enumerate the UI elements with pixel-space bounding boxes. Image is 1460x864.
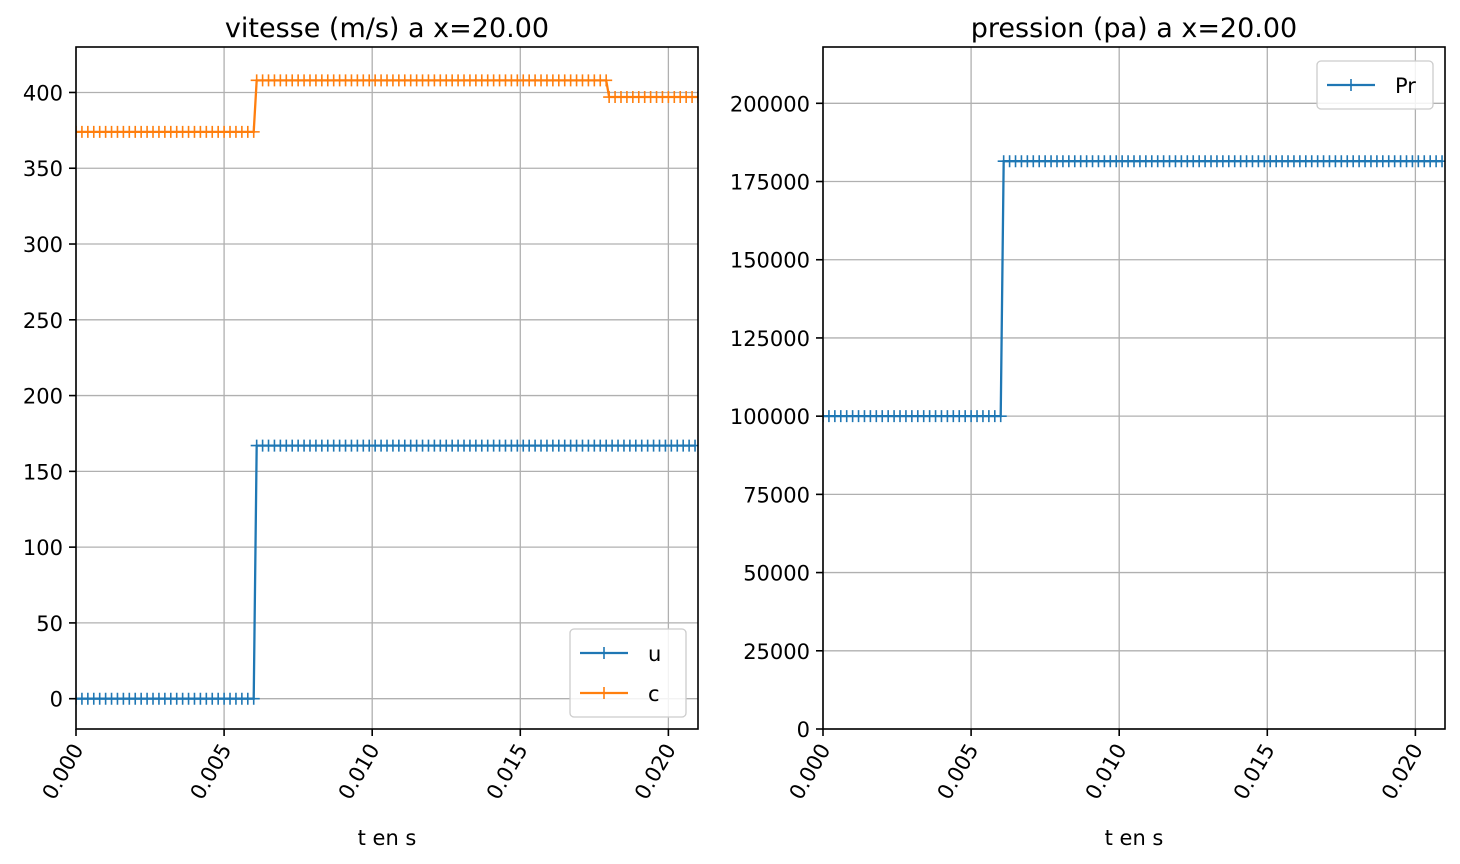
legend-label-u: u (648, 642, 661, 666)
pressure-ticks: 0.000 0.005 0.010 0.015 0.020 0 25000 50000 7500… (730, 92, 1428, 803)
pressure-xtick-label: 0.005 (933, 740, 984, 804)
pressure-axes-frame (822, 46, 1446, 730)
pressure-title: pression (pa) a x=20.00 (971, 13, 1297, 44)
velocity-xtick-label: 0.015 (482, 740, 533, 804)
velocity-xtick-label: 0.020 (630, 740, 681, 804)
legend-label-c: c (648, 682, 660, 706)
velocity-ytick-label: 400 (23, 81, 63, 105)
pressure-legend: Pr (1316, 60, 1434, 110)
velocity-grid (75, 47, 698, 729)
series-markers-u (76, 439, 698, 705)
velocity-axes-frame (75, 46, 699, 730)
pressure-ytick-label: 25000 (743, 640, 810, 664)
marker-Pr (994, 410, 1007, 423)
pressure-grid (822, 47, 1445, 730)
pressure-plot-area (823, 155, 1445, 423)
pressure-xtick-label: 0.020 (1377, 740, 1428, 804)
velocity-ytick-label: 200 (23, 385, 63, 409)
velocity-xlabel: t en s (358, 826, 417, 850)
series-markers-Pr (823, 155, 1445, 423)
velocity-xtick-label: 0.000 (37, 740, 88, 804)
velocity-ytick-label: 300 (23, 233, 63, 257)
pressure-ytick-label: 100000 (730, 405, 810, 429)
series-line-c (76, 79, 698, 134)
marker-c (692, 91, 698, 104)
series-line-Pr (823, 160, 1443, 418)
pressure-ytick-label: 50000 (743, 562, 810, 586)
marker-Pr (1436, 155, 1445, 168)
pressure-ytick-label: 75000 (743, 483, 810, 507)
pressure-xtick-label: 0.000 (784, 740, 835, 804)
velocity-ytick-label: 100 (23, 536, 63, 560)
pressure-xtick-label: 0.010 (1081, 740, 1132, 804)
pressure-ytick-label: 150000 (730, 249, 810, 273)
pressure-xlabel: t en s (1105, 826, 1164, 850)
pressure-ytick-label: 175000 (730, 171, 810, 195)
velocity-ytick-label: 0 (50, 688, 63, 712)
marker-u (689, 439, 698, 452)
velocity-ytick-label: 150 (23, 460, 63, 484)
pressure-ytick-label: 200000 (730, 92, 810, 116)
marker-u (247, 692, 260, 705)
velocity-ytick-label: 350 (23, 157, 63, 181)
velocity-xtick-label: 0.010 (334, 740, 385, 804)
velocity-legend-box (569, 628, 687, 718)
velocity-plot-area (76, 74, 698, 705)
velocity-legend: uc (569, 628, 687, 718)
pressure-xtick-label: 0.015 (1229, 740, 1280, 804)
velocity-ytick-label: 50 (36, 612, 63, 636)
velocity-ytick-label: 250 (23, 309, 63, 333)
velocity-panel: 0.000 0.005 0.010 0.015 0.020 0 50 100 150 200 250… (23, 13, 699, 850)
legend-label-Pr: Pr (1395, 74, 1416, 98)
velocity-xtick-label: 0.005 (186, 740, 237, 804)
series-markers-c (76, 74, 698, 138)
pressure-ytick-label: 125000 (730, 327, 810, 351)
velocity-title: vitesse (m/s) a x=20.00 (225, 13, 549, 44)
marker-c (247, 125, 260, 138)
pressure-ytick-label: 0 (797, 718, 810, 742)
marker-c (600, 74, 613, 87)
pressure-panel: 0.000 0.005 0.010 0.015 0.020 0 25000 50000 7500… (730, 13, 1446, 850)
